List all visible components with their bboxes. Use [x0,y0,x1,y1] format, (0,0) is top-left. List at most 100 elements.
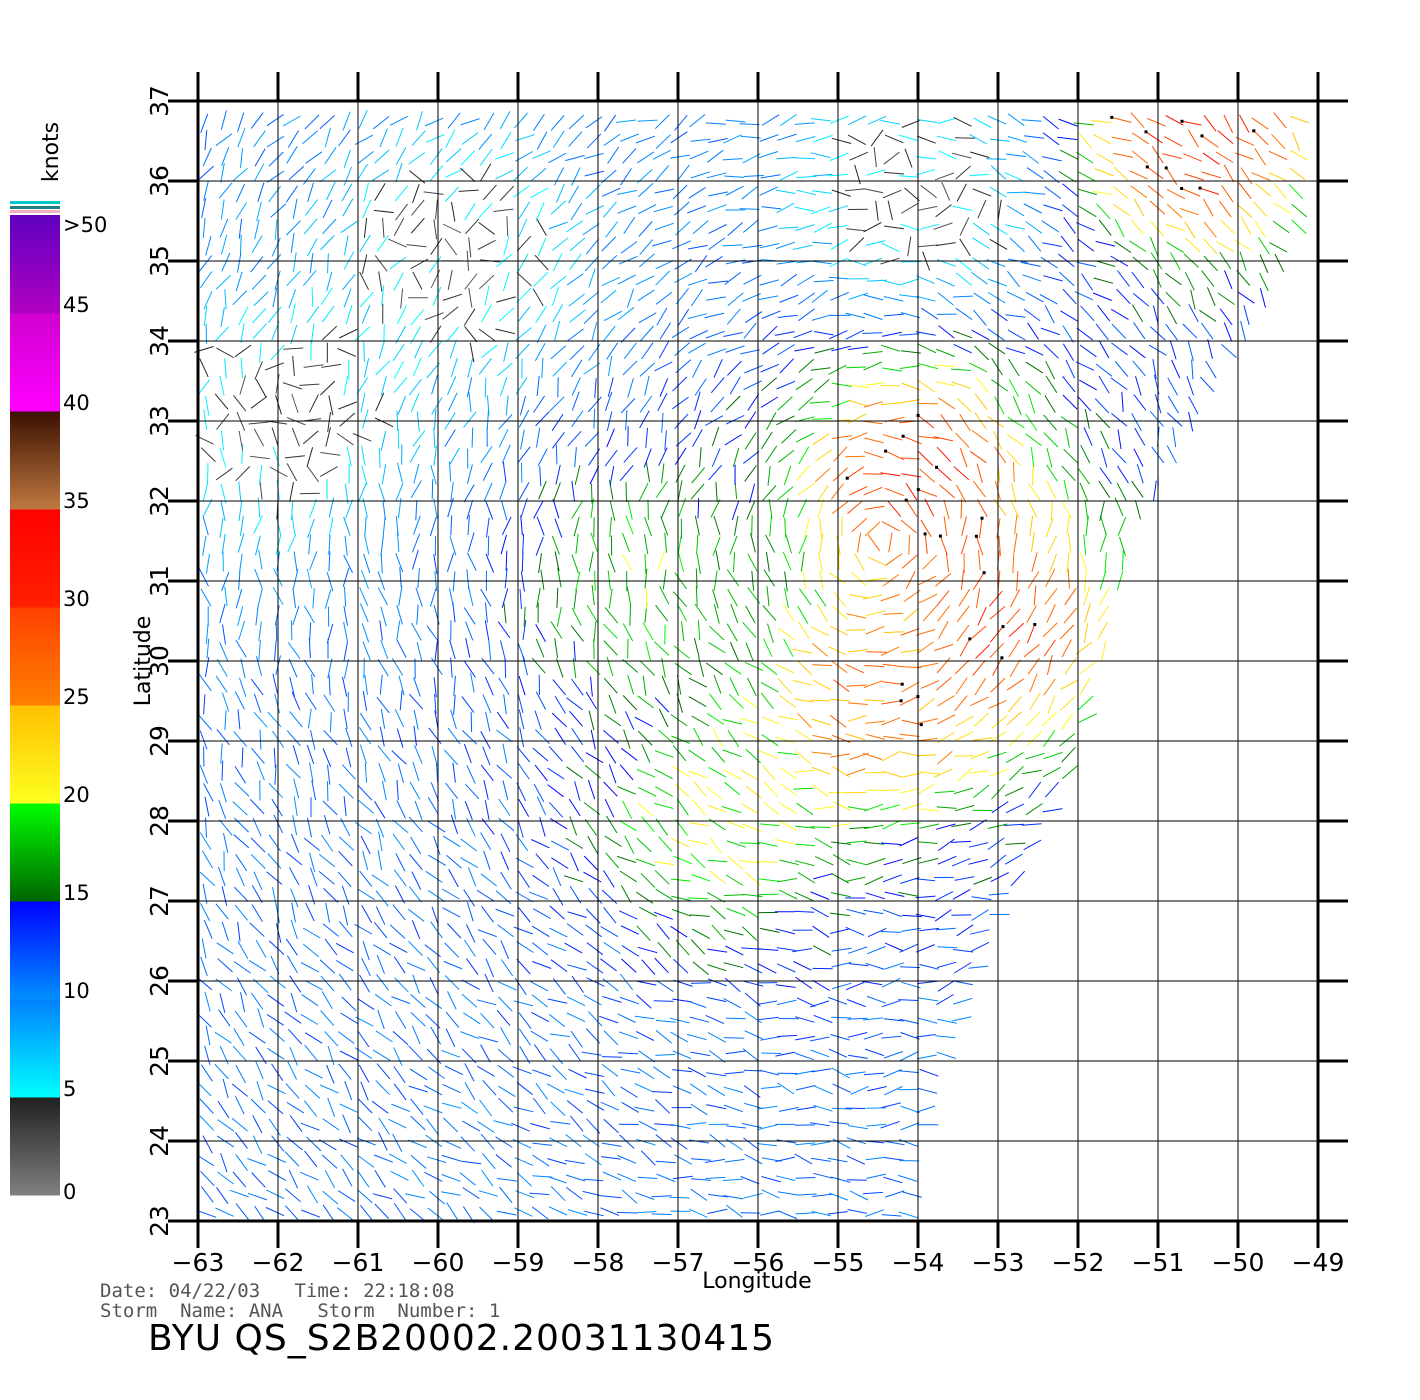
wind-vector [900,628,920,636]
wind-vector [289,482,294,502]
wind-vector [357,1116,373,1132]
wind-vector [899,1018,919,1025]
wind-vector [254,219,260,240]
wind-vector [235,854,248,872]
wind-vector [374,1170,386,1188]
wind-vector [500,833,511,853]
wind-vector [675,819,688,836]
wind-vector [603,1118,619,1134]
wind-vector [321,363,342,368]
wind-vector [866,651,887,653]
wind-vector [1200,322,1214,340]
wind-vector [1024,135,1045,139]
wind-vector [495,908,515,917]
wind-vector [395,127,404,147]
wind-vector [1013,532,1018,553]
wind-vector [625,515,634,535]
wind-vector [743,1192,763,1199]
wind-vector [425,134,445,143]
wind-vector [203,919,213,939]
wind-vector [677,480,683,500]
wind-vector [1184,272,1195,291]
wind-vector [1121,550,1124,571]
wind-vector [846,1179,867,1181]
wind-vector [201,198,207,218]
wind-vector [831,399,851,408]
wind-vector [309,762,314,783]
wind-vector [845,876,866,882]
wind-vector [1165,323,1178,341]
wind-vector [968,965,989,969]
wind-vector [1042,132,1060,146]
wind-vector [600,1101,620,1111]
wind-vector [511,1122,530,1132]
wind-vector [240,357,244,378]
wind-vector [362,641,371,661]
wind-vector [529,891,549,900]
wind-vector [691,359,702,378]
wind-vector [375,392,385,412]
wind-vector [1131,304,1144,322]
wind-vector [960,570,964,591]
wind-vector [602,996,622,1003]
wind-vector [1166,306,1178,325]
wind-vector [255,1060,264,1080]
wind-vector [1005,314,1026,318]
wind-vector [202,883,208,904]
wind-vector [557,567,562,588]
wind-vector [268,306,282,323]
wind-vector [354,326,371,341]
wind-vector [1091,119,1112,124]
wind-vector [343,288,352,308]
wind-vector [857,532,862,553]
wind-vector [1184,173,1204,181]
wind-vector [219,375,225,396]
wind-vector [237,128,246,148]
wind-vector [410,309,424,326]
wind-vector [831,947,852,952]
wind-vector [500,872,512,890]
wind-vector [1078,695,1094,710]
x-tick-label: −49 [1292,1248,1345,1277]
wind-vector [605,852,620,869]
wind-vector [603,677,618,694]
wind-vector [1041,220,1059,233]
wind-vector [796,802,814,816]
wind-vector [603,133,621,147]
wind-vector [698,657,705,677]
rain-flag-marker [1000,656,1004,660]
wind-vector [337,1190,356,1202]
wind-vector [443,749,459,766]
wind-vector [1147,166,1164,180]
wind-vector [307,182,314,203]
wind-vector [988,892,1009,896]
wind-vector [1111,116,1132,123]
wind-vector [357,998,375,1011]
wind-vector [998,536,1001,557]
wind-vector [532,1097,546,1115]
wind-vector [516,746,531,763]
wind-vector [1027,571,1040,589]
wind-vector [408,1045,423,1061]
wind-vector [253,693,262,713]
wind-vector [903,607,919,622]
wind-vector [814,347,835,354]
wind-vector [1029,673,1038,693]
wind-vector [487,395,490,416]
wind-vector [566,766,584,779]
wind-vector [794,206,815,212]
wind-vector [795,224,815,231]
wind-vector [832,679,850,693]
wind-vector [1114,361,1129,378]
wind-vector [885,1190,905,1198]
wind-vector [1041,156,1062,162]
wind-vector [274,219,278,240]
wind-vector [1135,376,1142,396]
wind-vector [216,347,234,359]
wind-vector [381,285,384,306]
wind-vector [328,395,334,416]
wind-vector [251,747,265,764]
wind-vector [779,802,797,814]
wind-vector [587,1011,603,1027]
wind-vector [721,806,742,814]
